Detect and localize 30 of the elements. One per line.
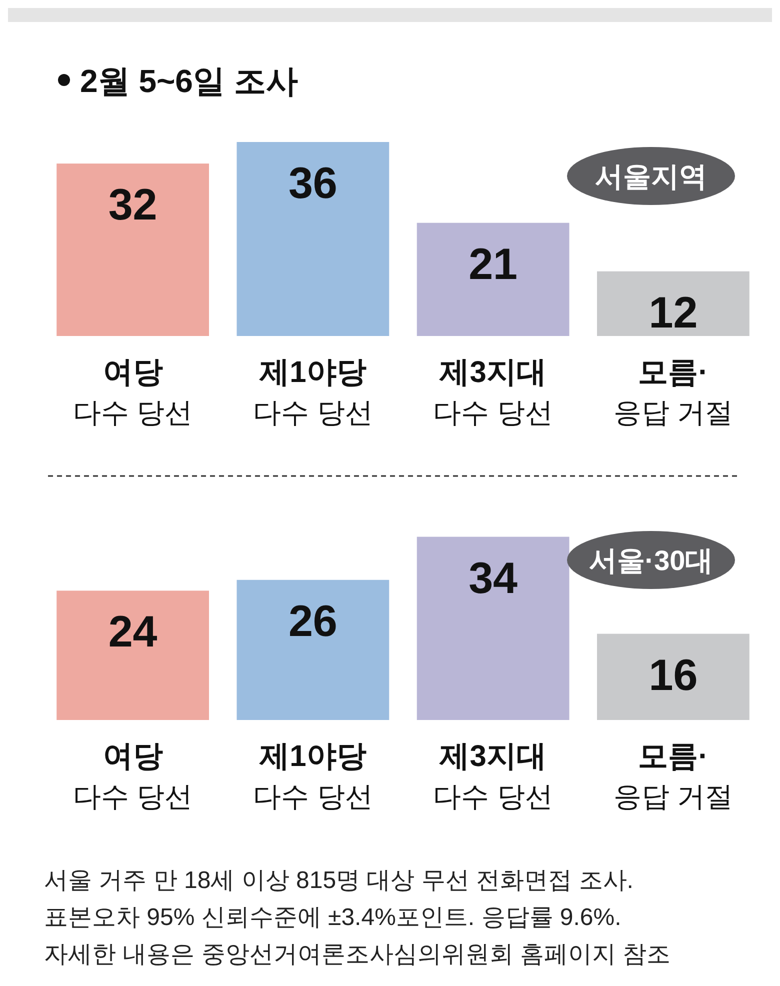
chart-title: 2월 5~6일 조사: [80, 63, 298, 99]
bar: [416, 536, 570, 720]
bar: [236, 142, 390, 336]
x-tick-label: 여당 다수 당선: [72, 356, 193, 428]
chart-subtitle: 서울·30대: [588, 545, 714, 576]
x-tick-label: 제1야당 다수 당선: [253, 740, 373, 812]
text: 서울 거주 만 18세 이상 815명 대상 무선 전화면접 조사.: [44, 867, 634, 894]
bar: [236, 580, 390, 720]
data-label: 16: [648, 650, 698, 700]
text: 서울지역: [595, 161, 707, 192]
text: 표본오차 95% 신뢰수준에 ±3.4%포인트. 응답률 9.6%.: [44, 904, 622, 931]
data-label: 24: [108, 608, 158, 657]
data-label: 26: [288, 596, 338, 646]
bar: [597, 634, 750, 720]
data-label: 21: [468, 240, 518, 289]
bar: [597, 271, 750, 336]
text: 자세한 내용은 중앙선거여론조사심의위원회 홈페이지 참조: [44, 941, 671, 968]
x-tick-label: 여당 다수 당선: [72, 740, 193, 812]
data-label: 36: [288, 159, 338, 208]
bar: [416, 222, 570, 336]
x-tick-label: 제1야당 다수 당선: [253, 356, 373, 428]
x-tick-label: 제3지대 다수 당선: [433, 740, 553, 812]
bar: [56, 164, 209, 336]
x-tick-label: 모름· 응답 거절: [613, 356, 734, 428]
x-tick-label: 모름· 응답 거절: [613, 740, 734, 812]
data-label: 34: [468, 554, 518, 603]
x-tick-label: 제3지대 다수 당선: [433, 356, 553, 428]
data-label: 12: [648, 288, 698, 338]
data-label: 32: [108, 180, 158, 230]
bar: [56, 590, 209, 720]
